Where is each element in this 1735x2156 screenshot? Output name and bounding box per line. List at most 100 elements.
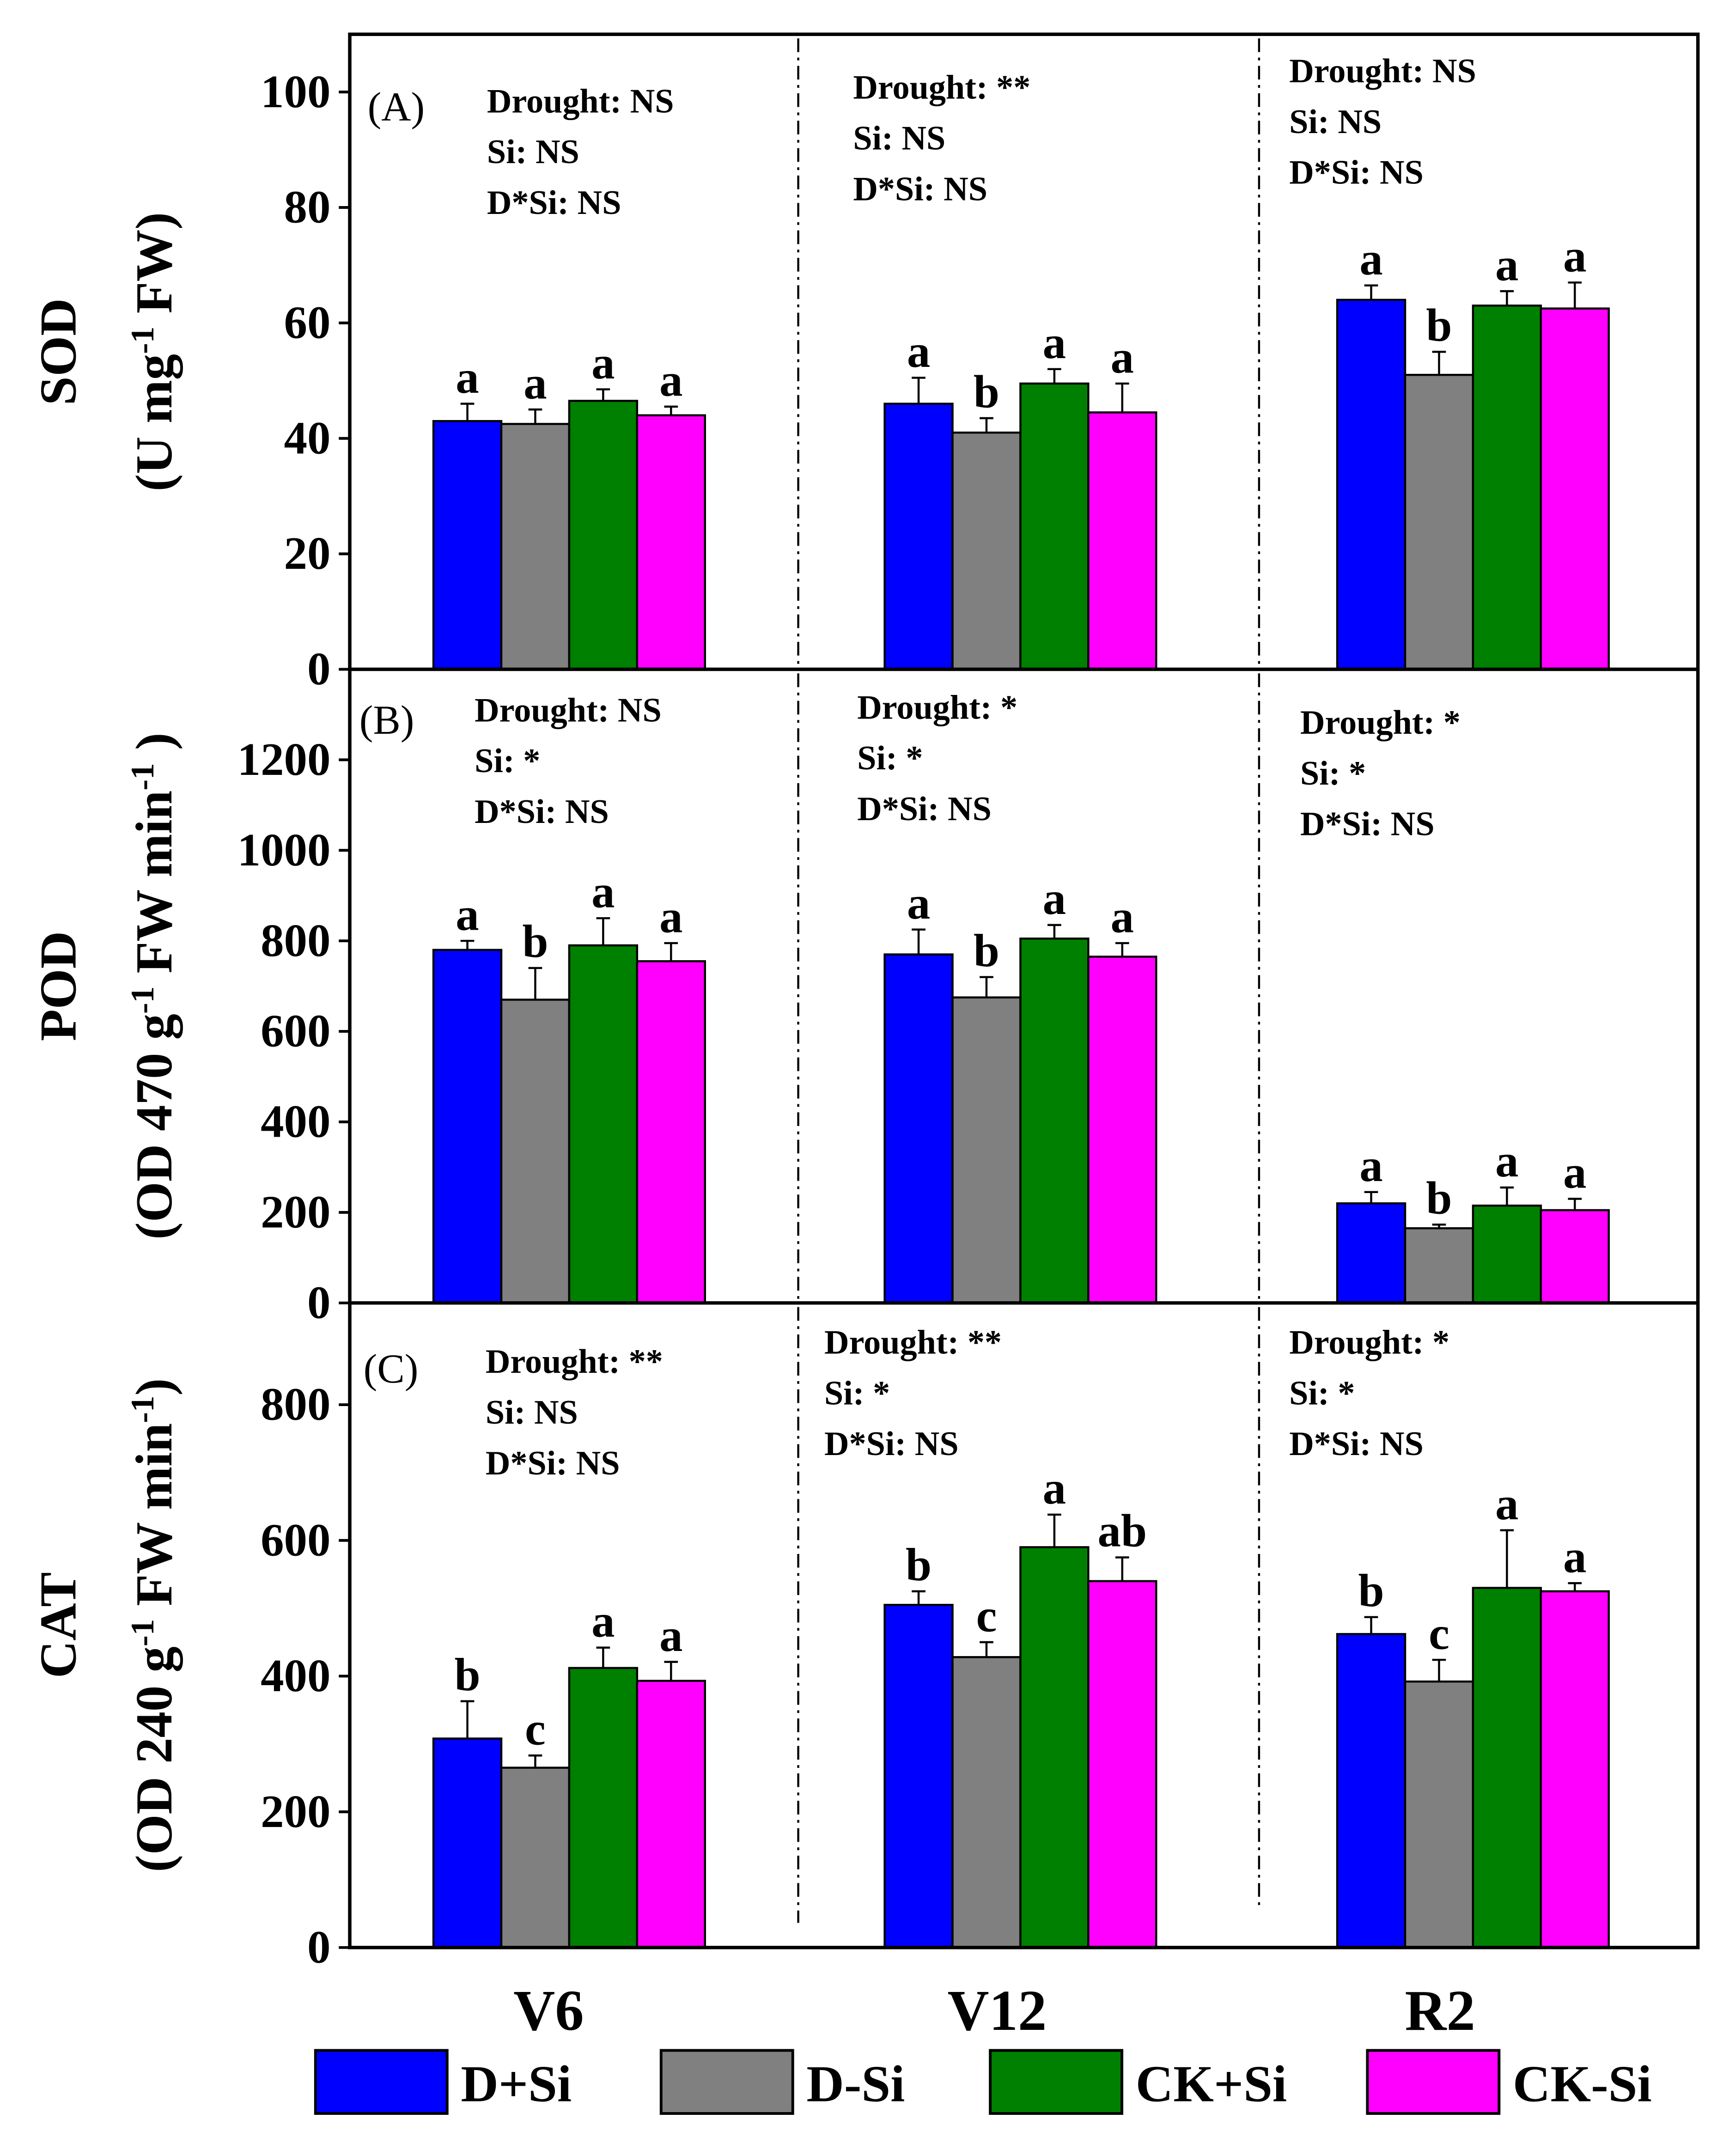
legend-swatch [1366,2049,1501,2115]
y-tick-label: 400 [261,1096,330,1147]
significance-letter: a [659,1609,682,1661]
unit-superscript: -1 [125,763,161,790]
bar-ck-si [636,960,706,1304]
bar-ck+si [568,944,639,1304]
significance-letter: b [1426,299,1452,351]
significance-letter: a [591,865,615,917]
anova-stat: D*Si: NS [1289,154,1424,192]
bar-d+si [432,420,503,670]
y-tick-label: 800 [261,914,330,966]
x-category-label: V6 [513,1979,584,2042]
significance-letter: a [907,877,930,929]
significance-letter: a [659,354,682,406]
bar-d+si [432,1737,503,1949]
unit-text: FW) [125,212,183,326]
unit-superscript: -1 [125,987,161,1014]
y-tick-label: 60 [284,297,331,348]
panel-label: (B) [359,698,414,743]
y-tick-label: 600 [261,1514,330,1565]
bar-ck+si [1472,305,1542,670]
legend-swatch [314,2049,449,2115]
significance-letter: a [1563,1146,1586,1198]
significance-letter: b [974,925,999,976]
significance-letter: ab [1098,1505,1147,1557]
significance-letter: b [1358,1565,1384,1616]
anova-stat: Drought: NS [487,82,674,120]
significance-letter: a [1495,238,1518,290]
anova-stat: Drought: * [1300,704,1461,742]
legend-swatch [989,2049,1124,2115]
significance-letter: a [907,325,930,377]
bar-ck-si [1540,307,1610,670]
significance-letter: a [1111,890,1134,942]
bar-d-si [500,423,571,670]
unit-superscript: -1 [125,1619,161,1646]
legend-label: CK+Si [1136,2055,1287,2113]
anova-stat: D*Si: NS [486,1444,620,1482]
anova-stat: Si: NS [853,120,945,158]
y-tick-label: 400 [261,1650,330,1701]
y-tick-label: 0 [307,1276,330,1328]
significance-letter: b [454,1649,480,1700]
significance-letter: a [1043,1462,1066,1514]
anova-stat: Drought: * [1289,1324,1449,1362]
bar-ck+si [1472,1204,1542,1304]
bar-d-si [951,996,1022,1304]
unit-superscript: -1 [125,327,161,354]
bar-d+si [1336,1633,1406,1949]
y-tick-label: 200 [261,1186,330,1238]
y-tick-label: 0 [307,1921,330,1973]
bar-d-si [951,1656,1022,1949]
anova-stat: Si: NS [487,133,579,171]
significance-letter: a [1111,331,1134,383]
unit-text: (U mg [125,354,183,492]
unit-text: ) [125,733,183,763]
significance-letter: a [456,888,479,940]
y-tick-label: 1000 [237,824,331,876]
anova-stat: Si: * [857,739,923,777]
anova-stat: Si: NS [1289,103,1382,141]
y-tick-label: 600 [261,1005,330,1057]
bar-d-si [1404,1680,1474,1949]
anova-stat: D*Si: NS [1289,1425,1424,1463]
y-axis-unit: (OD 470 g-1 FW min-1 ) [125,733,183,1240]
unit-text: FW min [125,1423,183,1619]
bar-ck+si [568,1667,639,1949]
bar-d-si [1404,374,1474,670]
bar-d+si [883,402,954,670]
significance-letter: b [974,365,999,417]
anova-stat: Si: * [1289,1374,1355,1412]
bar-d-si [500,999,571,1304]
bar-d+si [883,953,954,1304]
significance-letter: c [525,1703,546,1755]
bar-ck+si [1019,938,1090,1304]
y-axis-unit: (OD 240 g-1 FW min-1) [125,1378,183,1872]
anova-stat: Drought: ** [486,1343,663,1381]
bar-d-si [1404,1227,1474,1304]
plot-frame [348,32,1700,1949]
significance-letter: b [522,915,548,967]
y-tick-label: 80 [284,181,331,233]
unit-text: ) [125,1378,183,1396]
significance-letter: b [906,1539,931,1590]
significance-letter: a [591,337,615,389]
anova-stat: D*Si: NS [824,1425,959,1463]
significance-letter: a [524,357,547,409]
bar-ck-si [1087,1580,1157,1949]
unit-superscript: -1 [125,1395,161,1423]
y-tick-label: 100 [261,66,330,117]
legend-label: CK-Si [1513,2055,1652,2113]
y-tick-label: 1200 [237,733,331,785]
anova-stat: Drought: * [857,688,1017,726]
bar-ck+si [1019,1546,1090,1949]
anova-stat: Drought: NS [475,691,662,729]
anova-stat: Si: * [1300,755,1366,792]
bar-ck-si [1087,411,1157,670]
unit-text: FW min [125,791,183,987]
anova-stat: D*Si: NS [475,793,609,831]
y-tick-label: 40 [284,412,331,463]
